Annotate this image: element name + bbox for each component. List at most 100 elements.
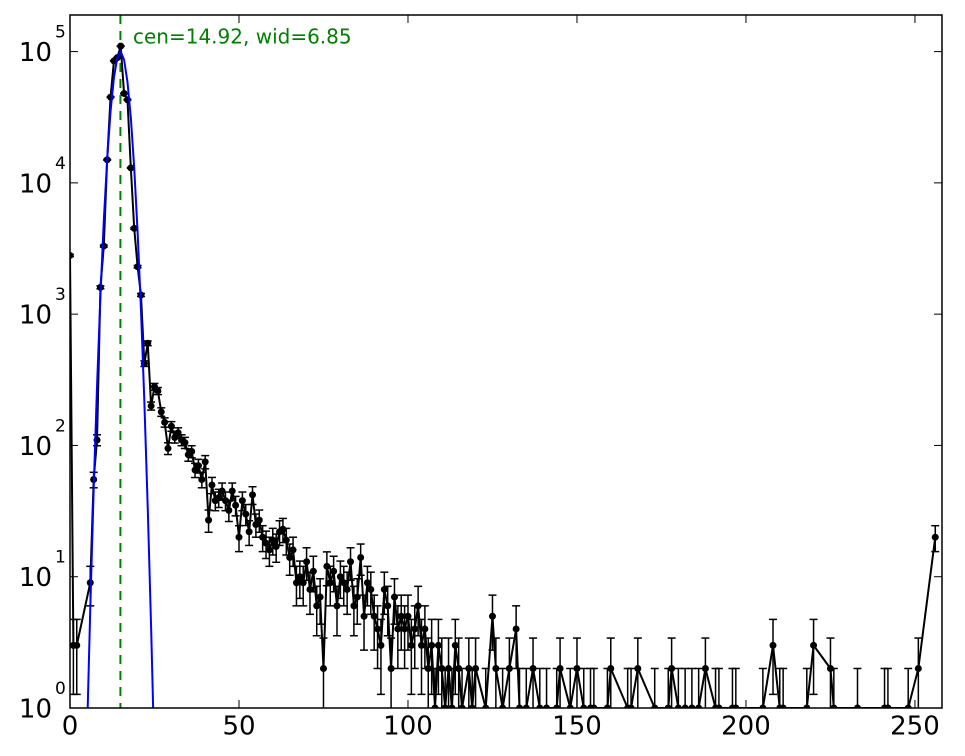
data-point [492,664,500,672]
data-point [536,704,544,708]
data-point [286,554,294,562]
data-point [374,625,382,633]
data-point [282,536,290,544]
data-point [732,704,740,708]
y-tick-label: 10 [19,38,52,68]
data-point [350,602,358,610]
x-tick-label: 200 [721,712,771,742]
data-point [701,664,709,672]
data-point [854,704,862,708]
data-point [418,641,426,649]
data-point [603,704,611,708]
data-point [167,422,175,430]
data-point [161,418,169,426]
data-point [188,447,196,455]
data-point [296,573,304,581]
data-point [238,497,246,505]
data-point [377,641,385,649]
data-point [130,224,138,232]
y-tick-label: 10 [19,169,52,199]
x-tick-label: 0 [62,712,79,742]
data-point [590,704,598,708]
data-point [414,602,422,610]
data-point [573,664,581,672]
data-point [803,704,811,708]
data-point [904,704,912,708]
data-point [411,625,419,633]
data-point [289,546,297,554]
y-tick-label: 10 [19,695,52,725]
data-point [607,664,615,672]
data-point [313,602,321,610]
y-tick-label: 10 [19,301,52,331]
data-point [695,704,703,708]
data-point [147,402,155,410]
x-tick-label: 50 [222,712,255,742]
data-point [232,501,240,509]
data-point [931,533,939,541]
data-point [421,625,429,633]
data-point [319,664,327,672]
y-tick-exponent: 5 [55,23,66,43]
data-point [529,664,537,672]
data-line [70,45,937,708]
data-point [556,664,564,672]
y-tick-label: 10 [19,432,52,462]
data-point [779,704,787,708]
data-point [154,387,162,395]
data-point [245,528,253,536]
fit-line [86,49,155,708]
data-point [634,664,642,672]
data-point [262,539,270,547]
x-tick-label: 150 [552,712,602,742]
data-point [387,664,395,672]
data-point [272,542,280,550]
data-point [73,641,81,649]
data-point [120,89,128,97]
data-point [360,612,368,620]
data-point [769,641,777,649]
data-point [482,704,490,708]
data-point [198,476,206,484]
data-point [499,704,507,708]
data-point [100,242,108,250]
data-point [144,339,152,347]
data-point [884,704,892,708]
data-point [404,612,412,620]
data-point [336,573,344,581]
data-point [424,664,432,672]
data-point [715,704,723,708]
data-point [681,704,689,708]
data-point [194,462,202,470]
data-point [225,506,233,514]
data-point [157,408,165,416]
data-point [242,510,250,518]
y-tick-exponent: 2 [55,416,66,436]
data-point [505,664,513,672]
data-point [434,641,442,649]
data-point [397,612,405,620]
data-point [543,704,551,708]
data-point [70,251,74,259]
axes-frame [69,14,943,709]
data-point [370,612,378,620]
data-point [265,546,273,554]
data-point [208,481,216,489]
data-point [347,558,355,566]
y-tick-label: 10 [19,563,52,593]
data-point [674,704,682,708]
data-point [201,458,209,466]
data-point [259,533,267,541]
data-point [255,516,263,524]
data-point [810,641,818,649]
data-point [384,602,392,610]
data-point [357,554,365,562]
data-point [407,641,415,649]
y-tick-exponent: 3 [55,285,66,305]
data-point [235,533,243,541]
data-point [458,704,466,708]
data-point [668,664,676,672]
data-point [651,704,659,708]
